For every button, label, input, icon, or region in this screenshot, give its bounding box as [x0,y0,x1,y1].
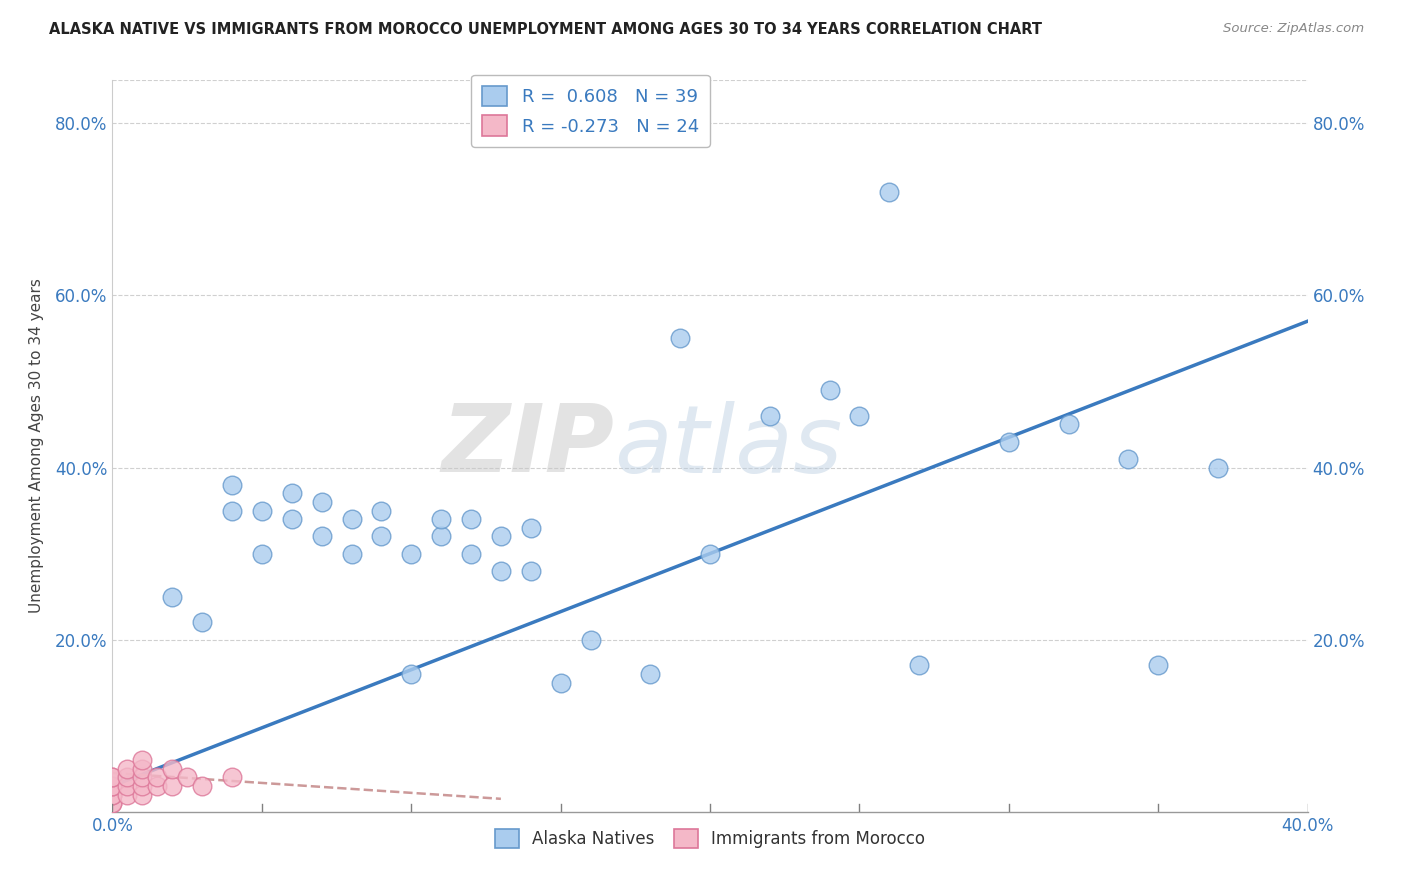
Point [281,486,304,500]
Point [818,383,841,397]
Point [759,409,782,423]
Point [250,547,273,561]
Point [101,796,124,810]
Legend: Alaska Natives, Immigrants from Morocco: Alaska Natives, Immigrants from Morocco [488,822,932,855]
Point [117,788,139,802]
Point [131,788,153,802]
Point [176,770,198,784]
Point [1147,658,1170,673]
Point [311,529,333,543]
Text: atlas: atlas [614,401,842,491]
Point [146,770,169,784]
Point [101,788,124,802]
Point [117,770,139,784]
Point [131,770,153,784]
Point [1057,417,1080,432]
Point [430,529,453,543]
Point [489,564,512,578]
Point [460,512,482,526]
Point [101,770,124,784]
Point [250,503,273,517]
Y-axis label: Unemployment Among Ages 30 to 34 years: Unemployment Among Ages 30 to 34 years [30,278,44,614]
Point [131,779,153,793]
Point [146,779,169,793]
Point [221,503,243,517]
Point [579,632,602,647]
Point [401,547,423,561]
Point [221,477,243,491]
Point [401,667,423,681]
Point [311,495,333,509]
Point [998,434,1021,449]
Point [221,770,243,784]
Point [370,529,392,543]
Point [879,185,901,199]
Point [340,547,363,561]
Text: ZIP: ZIP [441,400,614,492]
Point [520,564,543,578]
Point [520,521,543,535]
Point [1206,460,1229,475]
Point [162,779,183,793]
Point [640,667,662,681]
Point [191,615,214,630]
Point [340,512,363,526]
Point [131,762,153,776]
Point [101,779,124,793]
Point [117,779,139,793]
Point [848,409,870,423]
Point [101,779,124,793]
Text: Source: ZipAtlas.com: Source: ZipAtlas.com [1223,22,1364,36]
Point [162,762,183,776]
Point [430,512,453,526]
Point [669,331,692,345]
Point [908,658,931,673]
Point [370,503,392,517]
Point [162,590,183,604]
Point [191,779,214,793]
Point [281,512,304,526]
Point [131,753,153,767]
Point [460,547,482,561]
Point [489,529,512,543]
Point [117,762,139,776]
Point [1118,451,1140,466]
Point [699,547,721,561]
Point [101,796,124,810]
Point [101,788,124,802]
Text: ALASKA NATIVE VS IMMIGRANTS FROM MOROCCO UNEMPLOYMENT AMONG AGES 30 TO 34 YEARS : ALASKA NATIVE VS IMMIGRANTS FROM MOROCCO… [49,22,1042,37]
Point [550,675,572,690]
Point [101,770,124,784]
